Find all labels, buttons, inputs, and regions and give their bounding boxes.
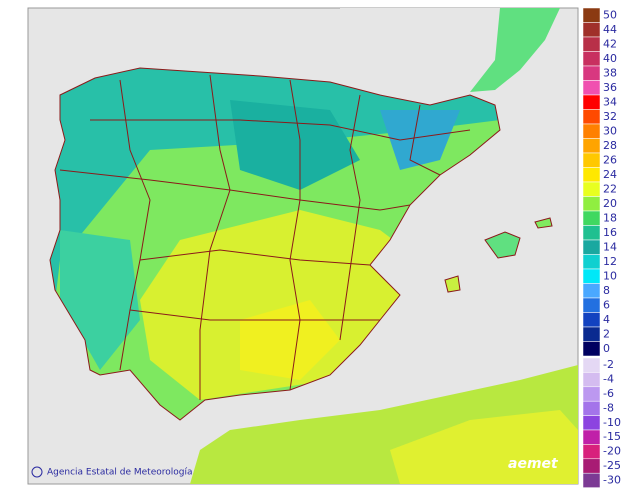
coastline: [49, 67, 501, 421]
legend-swatch: [582, 297, 601, 313]
legend-label: 28: [603, 139, 617, 152]
legend-swatch: [582, 167, 601, 183]
legend-swatch: [582, 109, 601, 125]
legend-label: -25: [603, 459, 621, 472]
legend-swatch: [582, 312, 601, 328]
legend-label: -2: [603, 358, 614, 371]
legend-swatch: [582, 138, 601, 154]
legend-label: 50: [603, 8, 617, 21]
legend-swatch: [582, 357, 601, 373]
gulf-of-lion: [470, 8, 560, 92]
legend-swatch: [582, 283, 601, 299]
legend-swatch: [582, 239, 601, 255]
legend-swatch: [582, 123, 601, 139]
legend-label: 4: [603, 313, 610, 326]
legend-label: 36: [603, 81, 617, 94]
legend-label: 10: [603, 269, 617, 282]
mallorca: [484, 231, 521, 259]
legend-label: 38: [603, 66, 617, 79]
legend-label: 42: [603, 37, 617, 50]
legend-label: -10: [603, 416, 621, 429]
legend-swatch: [582, 51, 601, 67]
legend-label: 44: [603, 23, 617, 36]
legend-swatch: [582, 210, 601, 226]
legend-swatch: [582, 65, 601, 81]
legend-label: 6: [603, 298, 610, 311]
legend-label: 2: [603, 327, 610, 340]
legend-swatch: [582, 254, 601, 270]
legend-swatch: [582, 386, 601, 402]
legend-label: 14: [603, 240, 617, 253]
legend-label: 26: [603, 153, 617, 166]
legend-swatch: [582, 268, 601, 284]
legend-swatch: [582, 181, 601, 197]
legend-label: 34: [603, 95, 617, 108]
copyright-icon: [31, 466, 43, 478]
legend-label: 18: [603, 211, 617, 224]
legend-swatch: [582, 36, 601, 52]
legend-swatch: [582, 94, 601, 110]
legend-swatch: [582, 429, 601, 445]
legend: 5044424038363432302826242220181614121086…: [582, 7, 621, 488]
legend-label: -30: [603, 473, 621, 486]
legend-swatch: [582, 341, 601, 357]
legend-label: 16: [603, 226, 617, 239]
legend-label: 30: [603, 124, 617, 137]
legend-label: -8: [603, 401, 614, 414]
logo: aemet: [508, 456, 559, 472]
africa-warm: [390, 410, 578, 484]
legend-swatch: [582, 372, 601, 388]
legend-label: 0: [603, 342, 610, 355]
legend-swatch: [582, 22, 601, 38]
legend-swatch: [582, 400, 601, 416]
legend-swatch: [582, 472, 601, 488]
legend-swatch: [582, 326, 601, 342]
legend-label: 8: [603, 284, 610, 297]
province-borders: [59, 74, 471, 400]
legend-swatch: [582, 196, 601, 212]
legend-label: -20: [603, 445, 621, 458]
legend-swatch: [582, 7, 601, 23]
legend-label: 12: [603, 255, 617, 268]
legend-swatch: [582, 458, 601, 474]
legend-label: -4: [603, 373, 614, 386]
legend-swatch: [582, 80, 601, 96]
legend-swatch: [582, 152, 601, 168]
legend-label: -6: [603, 387, 614, 400]
legend-label: 20: [603, 197, 617, 210]
legend-label: 22: [603, 182, 617, 195]
legend-swatch: [582, 415, 601, 431]
menorca: [534, 217, 553, 229]
credit: Agencia Estatal de Meteorología: [47, 468, 193, 478]
legend-label: -15: [603, 430, 621, 443]
ibiza: [444, 275, 461, 293]
legend-label: 24: [603, 168, 617, 181]
legend-label: 40: [603, 52, 617, 65]
legend-label: 32: [603, 110, 617, 123]
legend-swatch: [582, 444, 601, 460]
map: Agencia Estatal de Meteorología aemet: [27, 7, 579, 485]
legend-swatch: [582, 225, 601, 241]
